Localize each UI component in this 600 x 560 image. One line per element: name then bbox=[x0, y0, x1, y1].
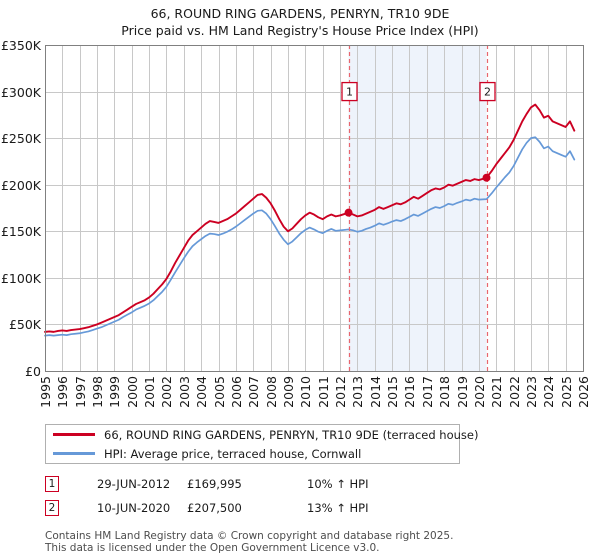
y-axis-tick-label: £300K bbox=[1, 85, 42, 100]
x-axis-tick-label: 2016 bbox=[402, 376, 417, 408]
title-subtitle: Price paid vs. HM Land Registry's House … bbox=[121, 23, 479, 38]
x-axis-tick-label: 2020 bbox=[472, 376, 487, 408]
chart-grid-layer bbox=[45, 45, 584, 372]
transaction-marker-box[interactable] bbox=[341, 81, 358, 102]
x-axis-tick-label: 2015 bbox=[385, 376, 400, 408]
series-line-hpi bbox=[44, 136, 576, 337]
table-row: 1 29-JUN-2012 £169,995 10% ↑ HPI bbox=[45, 472, 475, 496]
x-axis-tick-label: 2005 bbox=[212, 376, 227, 408]
x-axis-tick-label: 1998 bbox=[90, 376, 105, 408]
x-axis-tick-label: 2019 bbox=[455, 376, 470, 408]
x-axis-tick-label: 2008 bbox=[264, 376, 279, 408]
x-axis-tick-label: 2000 bbox=[125, 376, 140, 408]
x-axis-tick-label: 2021 bbox=[489, 376, 504, 408]
transaction-point[interactable] bbox=[482, 173, 491, 182]
footer-licence: This data is licensed under the Open Gov… bbox=[45, 542, 380, 554]
x-axis-tick-label: 2010 bbox=[298, 376, 313, 408]
x-axis-tick-label: 1999 bbox=[107, 376, 122, 408]
x-axis-tick-label: 2011 bbox=[316, 376, 331, 408]
footer-copyright: Contains HM Land Registry data © Crown c… bbox=[45, 530, 454, 542]
transaction-marker-number: 1 bbox=[346, 86, 353, 99]
x-axis-tick-label: 2009 bbox=[281, 376, 296, 408]
footer-attribution: Contains HM Land Registry data © Crown c… bbox=[45, 530, 565, 554]
x-axis-tick-label: 1996 bbox=[55, 376, 70, 408]
chart-ytick-layer: £0 £50K £100K £150K £200K £250K £300K £350K bbox=[1, 38, 42, 379]
x-axis-tick-label: 2002 bbox=[159, 376, 174, 408]
y-axis-tick-label: £100K bbox=[1, 271, 42, 286]
transaction-date-1: 29-JUN-2012 bbox=[97, 477, 171, 491]
x-axis-tick-label: 2025 bbox=[559, 376, 574, 408]
chart-frame-layer bbox=[45, 45, 584, 372]
transaction-price-2: £207,500 bbox=[187, 501, 242, 515]
chart-legend: 66, ROUND RING GARDENS, PENRYN, TR10 9DE… bbox=[45, 424, 478, 464]
legend-label-hpi: HPI: Average price, terraced house, Corn… bbox=[104, 446, 362, 461]
price-chart: £0 £50K £100K £150K £200K £250K £300K £350K 199… bbox=[1, 38, 591, 408]
transaction-delta-2: 13% ↑ HPI bbox=[307, 501, 369, 515]
y-axis-tick-label: £50K bbox=[9, 317, 42, 332]
transaction-delta-1: 10% ↑ HPI bbox=[307, 477, 369, 491]
y-axis-tick-label: £200K bbox=[1, 178, 42, 193]
legend-swatch-price-paid bbox=[53, 433, 95, 436]
x-axis-tick-label: 2003 bbox=[177, 376, 192, 408]
page-title: 66, ROUND RING GARDENS, PENRYN, TR10 9DE… bbox=[0, 0, 600, 39]
y-axis-tick-label: £0 bbox=[25, 364, 41, 379]
x-axis-tick-label: 2018 bbox=[437, 376, 452, 408]
transaction-badge-1: 1 bbox=[45, 476, 59, 492]
legend-swatch-hpi bbox=[53, 452, 95, 455]
transaction-marker-box[interactable] bbox=[479, 81, 496, 102]
x-axis-tick-label: 2023 bbox=[524, 376, 539, 408]
x-axis-tick-label: 2022 bbox=[507, 376, 522, 408]
table-row: 2 10-JUN-2020 £207,500 13% ↑ HPI bbox=[45, 496, 475, 520]
y-axis-tick-label: £150K bbox=[1, 224, 42, 239]
legend-item-price-paid: 66, ROUND RING GARDENS, PENRYN, TR10 9DE… bbox=[46, 425, 478, 444]
transaction-date-2: 10-JUN-2020 bbox=[97, 501, 171, 515]
chart-series-layer bbox=[44, 103, 576, 337]
x-axis-tick-label: 2012 bbox=[333, 376, 348, 408]
x-axis-tick-label: 2007 bbox=[246, 376, 261, 408]
transaction-point[interactable] bbox=[344, 208, 353, 217]
x-axis-tick-label: 2017 bbox=[420, 376, 435, 408]
x-axis-tick-label: 2026 bbox=[576, 376, 591, 408]
chart-band-layer bbox=[348, 45, 487, 371]
title-address: 66, ROUND RING GARDENS, PENRYN, TR10 9DE bbox=[150, 6, 450, 21]
legend-label-price-paid: 66, ROUND RING GARDENS, PENRYN, TR10 9DE… bbox=[104, 427, 479, 442]
transaction-badge-2: 2 bbox=[45, 500, 59, 516]
plot-area-border bbox=[45, 45, 584, 372]
y-axis-tick-label: £350K bbox=[1, 38, 42, 53]
x-axis-tick-label: 2006 bbox=[229, 376, 244, 408]
x-axis-tick-label: 2014 bbox=[368, 376, 383, 408]
x-axis-tick-label: 1995 bbox=[38, 376, 53, 408]
chart-xtick-layer: 1995 1996 1997 1998 1999 2000 2001 2002 2003 2004… bbox=[38, 376, 591, 408]
transaction-price-1: £169,995 bbox=[187, 477, 242, 491]
x-axis-tick-label: 2024 bbox=[541, 376, 556, 408]
x-axis-tick-label: 2004 bbox=[194, 376, 209, 408]
x-axis-tick-label: 2013 bbox=[350, 376, 365, 408]
y-axis-tick-label: £250K bbox=[1, 131, 42, 146]
legend-item-hpi: HPI: Average price, terraced house, Corn… bbox=[46, 444, 459, 463]
x-axis-tick-label: 1997 bbox=[73, 376, 88, 408]
x-axis-tick-label: 2001 bbox=[142, 376, 157, 408]
transaction-marker-number: 2 bbox=[484, 86, 491, 99]
ownership-period-band bbox=[348, 45, 487, 371]
transactions-table: 1 29-JUN-2012 £169,995 10% ↑ HPI 2 10-JU… bbox=[45, 472, 475, 520]
